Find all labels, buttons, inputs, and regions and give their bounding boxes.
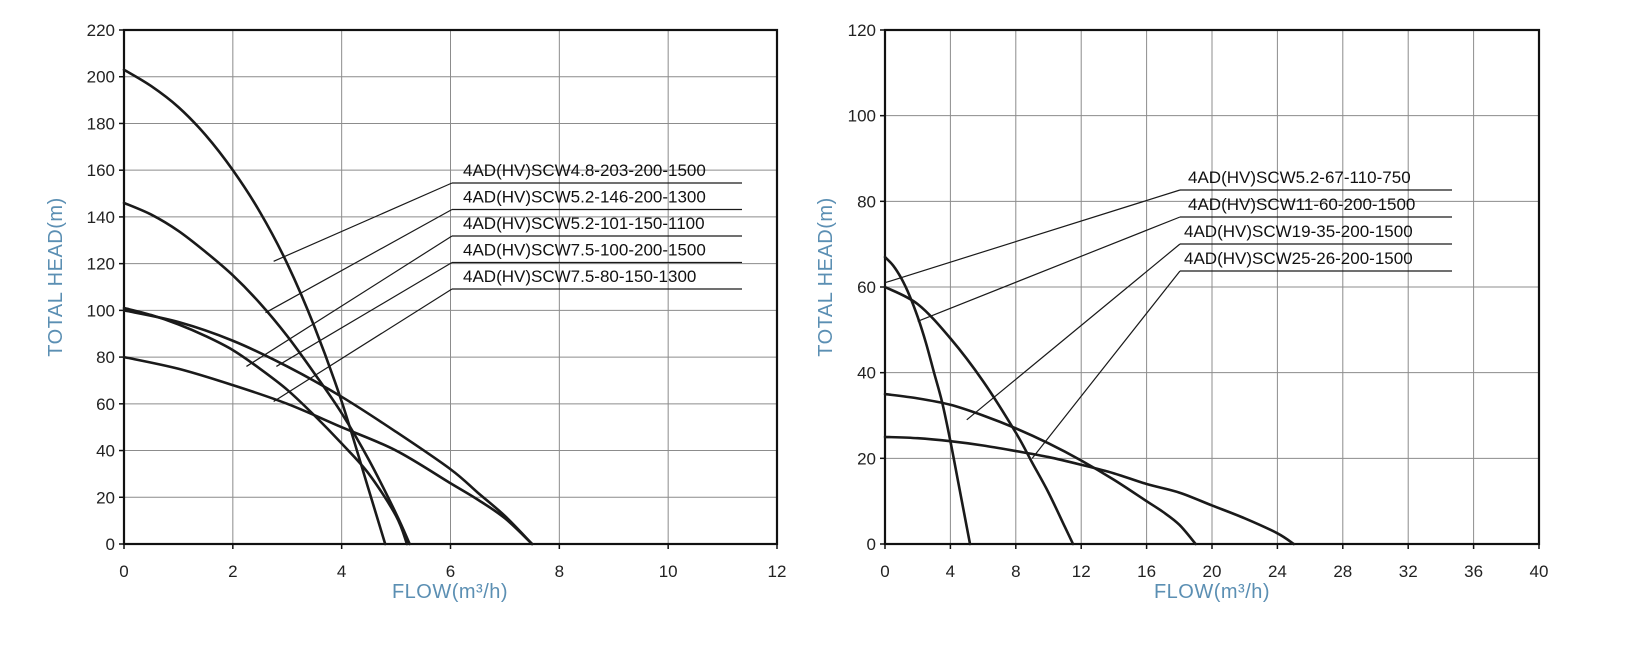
x-tick-label: 4	[337, 562, 346, 581]
y-tick-label: 60	[96, 395, 115, 414]
y-tick-label: 120	[848, 21, 876, 40]
x-tick-label: 32	[1399, 562, 1418, 581]
series-curve-3	[122, 306, 409, 546]
legend-label: 4AD(HV)SCW25-26-200-1500	[1184, 249, 1413, 268]
y-tick-label: 40	[857, 364, 876, 383]
x-tick-label: 0	[119, 562, 128, 581]
legend-leader-line	[1031, 270, 1181, 459]
legend-leader-line	[265, 208, 453, 314]
legend-label: 4AD(HV)SCW4.8-203-200-1500	[463, 161, 706, 180]
grid	[123, 29, 778, 545]
legend-leader-line	[273, 288, 453, 402]
series-curve-2	[122, 201, 411, 546]
legend-leader-line	[246, 235, 453, 367]
x-tick-label: 36	[1464, 562, 1483, 581]
legend-leader-line	[273, 182, 453, 262]
series-curve-2	[883, 285, 1075, 546]
y-tick-label: 180	[87, 114, 115, 133]
x-tick-label: 12	[768, 562, 787, 581]
y-axis-title: TOTAL HEAD(m)	[815, 197, 837, 356]
y-tick-label: 0	[106, 535, 115, 554]
y-tick-label: 80	[857, 192, 876, 211]
y-tick-label: 0	[867, 535, 876, 554]
x-axis-title: FLOW(m³/h)	[1154, 581, 1270, 603]
x-tick-label: 28	[1333, 562, 1352, 581]
x-tick-label: 0	[880, 562, 889, 581]
series-curve-1	[122, 68, 387, 546]
x-tick-label: 40	[1530, 562, 1549, 581]
legend: 4AD(HV)SCW4.8-203-200-1500 4AD(HV)SCW5.2-…	[246, 161, 742, 402]
x-tick-label: 8	[1011, 562, 1020, 581]
x-axis-title: FLOW(m³/h)	[392, 581, 508, 603]
legend-leader-line	[917, 216, 1181, 322]
y-tick-label: 160	[87, 161, 115, 180]
legend-label: 4AD(HV)SCW5.2-146-200-1300	[463, 188, 706, 207]
y-tick-label: 20	[96, 488, 115, 507]
right-chart-panel: 0 4 8 12 16 20 24 28 32 36 40 0 20 40 60 80 100 120 TOTAL …	[815, 21, 1548, 603]
x-tick-label: 2	[228, 562, 237, 581]
series-curve-3	[883, 392, 1197, 546]
left-chart-panel: 0 2 4 6 8 10 12020406080100120140160180200220T…	[45, 21, 786, 603]
series-curve-4	[122, 309, 534, 546]
y-tick-label: 20	[857, 449, 876, 468]
legend: 4AD(HV)SCW5.2-67-110-750 4AD(HV)SCW11-60-…	[884, 168, 1452, 459]
x-tick-label: 20	[1203, 562, 1222, 581]
legend-label: 4AD(HV)SCW7.5-80-150-1300	[463, 267, 696, 286]
series-curve-5	[122, 355, 534, 546]
x-tick-label: 24	[1268, 562, 1287, 581]
y-axis-title: TOTAL HEAD(m)	[45, 197, 67, 356]
x-tick-label: 12	[1072, 562, 1091, 581]
y-tick-label: 80	[96, 348, 115, 367]
y-tick-label: 100	[848, 107, 876, 126]
legend-leader-line	[966, 243, 1181, 421]
legend-label: 4AD(HV)SCW19-35-200-1500	[1184, 222, 1413, 241]
series-curve-4	[883, 435, 1296, 546]
legend-leader-line	[276, 261, 453, 367]
x-tick-label: 8	[555, 562, 564, 581]
y-tick-label: 40	[96, 442, 115, 461]
y-tick-label: 60	[857, 278, 876, 297]
x-tick-label: 16	[1137, 562, 1156, 581]
legend-label: 4AD(HV)SCW11-60-200-1500	[1188, 195, 1415, 214]
legend-label: 4AD(HV)SCW7.5-100-200-1500	[463, 241, 706, 260]
y-tick-label: 140	[87, 208, 115, 227]
x-tick-label: 4	[946, 562, 955, 581]
y-tick-label: 220	[87, 21, 115, 40]
x-tick-label: 10	[659, 562, 678, 581]
y-tick-label: 200	[87, 68, 115, 87]
y-tick-label: 100	[87, 301, 115, 320]
grid	[884, 29, 1540, 545]
legend-label: 4AD(HV)SCW5.2-67-110-750	[1188, 168, 1411, 187]
legend-label: 4AD(HV)SCW5.2-101-150-1100	[463, 214, 705, 233]
y-tick-label: 120	[87, 255, 115, 274]
legend-leader-line	[884, 189, 1181, 284]
x-tick-label: 6	[446, 562, 455, 581]
